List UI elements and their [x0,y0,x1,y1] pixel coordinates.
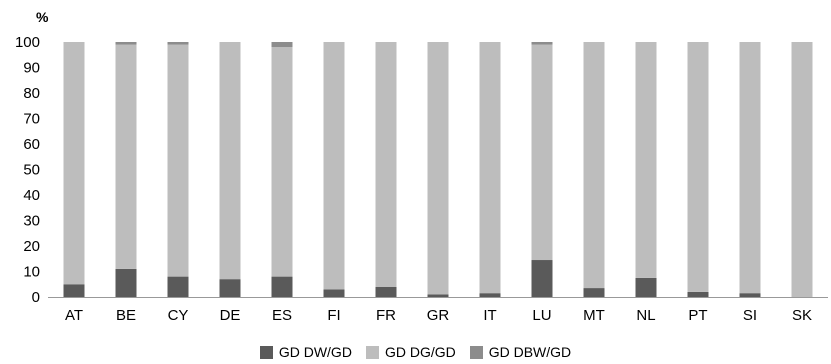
x-tick-label: FR [376,307,396,324]
legend-label-dbw: GD DBW/GD [488,344,572,360]
legend-item-dg: GD DG/GD [365,344,456,360]
bar-segment [115,42,137,45]
x-tick-label: ES [272,307,292,324]
x-tick-label: NL [636,307,655,324]
legend-swatch-dbw [469,345,483,359]
legend-label-dg: GD DG/GD [384,344,456,360]
bars [63,42,813,297]
bar-segment [531,42,553,45]
bar-segment [115,268,137,297]
legend-item-dbw: GD DBW/GD [469,344,572,360]
bar-segment [531,260,553,297]
bar-segment [167,44,189,277]
y-tick-label: 30 [23,213,40,230]
x-tick-label: DE [220,307,241,324]
bar-segment [791,42,813,297]
x-tick-label: FI [327,307,340,324]
legend-label-dw: GD DW/GD [278,344,352,360]
y-tick-label: 0 [32,289,40,306]
x-tick-label: GR [427,307,450,324]
bar-segment [167,276,189,297]
x-tick-label: SK [792,307,812,324]
bar-segment [427,294,449,297]
y-axis-label: % [36,9,49,25]
bar-segment [219,279,241,297]
bar-segment [531,44,553,261]
bar-segment [479,293,501,297]
stacked-bar-chart: % 0 10 20 30 40 50 60 70 80 90 100 AT BE CY DE ES FI FR G… [15,9,828,324]
legend-item-dw: GD DW/GD [259,344,352,360]
bar-segment [739,293,761,297]
y-tick-label: 20 [23,238,40,255]
legend-swatch-dg [365,345,379,359]
bar-segment [687,42,709,292]
x-tick-label: IT [483,307,496,324]
bar-segment [271,47,293,277]
legend-swatch-dw [259,345,273,359]
bar-segment [635,42,657,278]
bar-segment [219,42,241,280]
y-tick-label: 70 [23,111,40,128]
x-tick-label: PT [688,307,707,324]
bar-segment [739,42,761,294]
bar-segment [63,42,85,285]
bar-segment [375,42,397,287]
bar-segment [323,42,345,290]
y-tick-label: 10 [23,264,40,281]
y-tick-label: 40 [23,187,40,204]
bar-segment [479,42,501,294]
bar-segment [427,42,449,295]
bar-segment [323,289,345,297]
bar-segment [115,44,137,269]
y-tick-label: 60 [23,136,40,153]
y-tick-label: 100 [15,34,40,51]
x-tick-label: MT [583,307,605,324]
bar-segment [375,286,397,297]
x-tick-label: LU [532,307,551,324]
x-tick-label: CY [168,307,189,324]
y-axis-ticks: 0 10 20 30 40 50 60 70 80 90 100 [15,34,40,306]
y-tick-label: 50 [23,162,40,179]
y-tick-label: 80 [23,85,40,102]
x-tick-label: BE [116,307,136,324]
x-tick-label: SI [743,307,757,324]
bar-segment [271,276,293,297]
bar-segment [583,288,605,297]
y-tick-label: 90 [23,60,40,77]
x-axis-ticks: AT BE CY DE ES FI FR GR IT LU MT NL PT SI SK [65,307,812,324]
x-tick-label: AT [65,307,83,324]
legend: GD DW/GD GD DG/GD GD DBW/GD [0,344,831,360]
bar-segment [271,42,293,48]
bar-segment [63,284,85,297]
bar-segment [687,291,709,297]
bar-segment [583,42,605,289]
bar-segment [635,277,657,297]
bar-segment [167,42,189,45]
